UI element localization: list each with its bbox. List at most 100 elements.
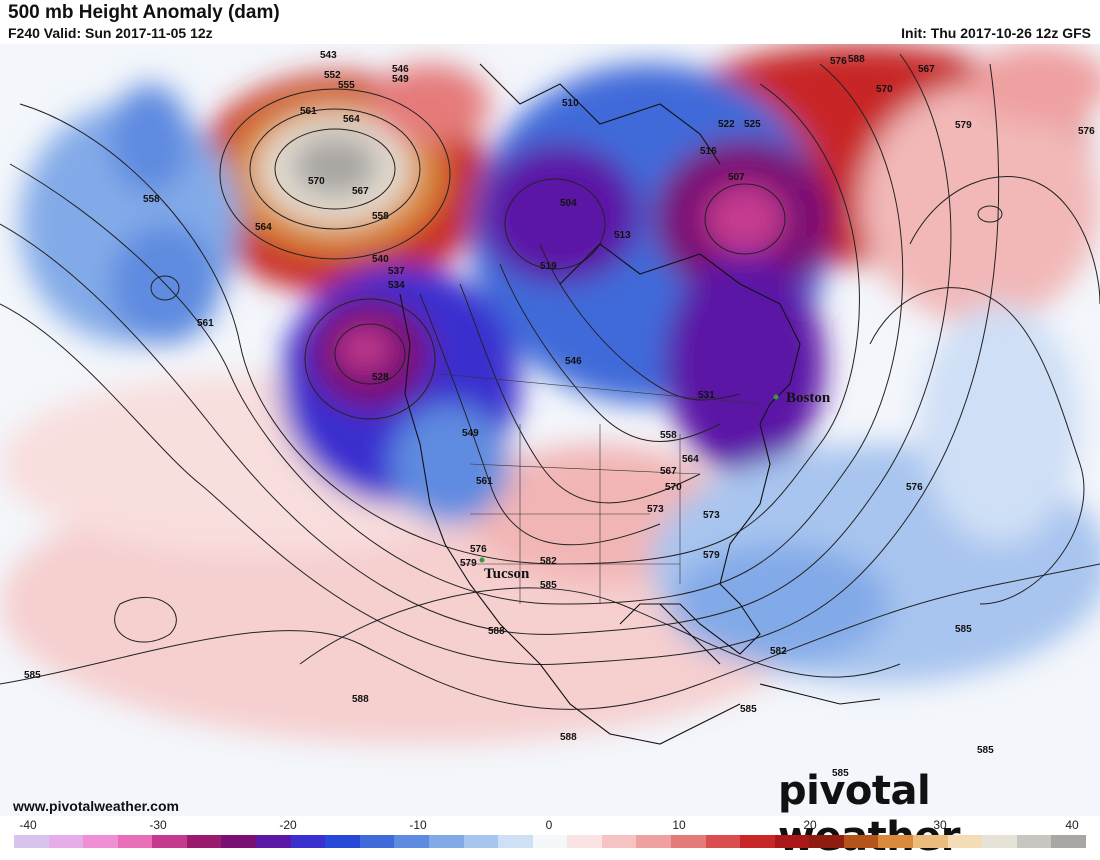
city-markers: Boston Tucson: [479, 390, 831, 582]
colorbar-swatch: [117, 835, 153, 848]
contour-label: 579: [955, 120, 972, 131]
colorbar-swatch: [705, 835, 741, 848]
contour-label: 537: [388, 266, 405, 277]
colorbar-swatch: [947, 835, 983, 848]
colorbar-tick: 10: [672, 818, 686, 832]
website-url: www.pivotalweather.com: [13, 798, 179, 814]
contour-label: 540: [372, 254, 389, 265]
contour-label: 576: [470, 544, 487, 555]
contour-label: 588: [488, 626, 505, 637]
political-borders: [439, 373, 761, 604]
colorbar-swatch: [325, 835, 360, 848]
contour-label: 516: [700, 146, 717, 157]
contour-label: 576: [1078, 126, 1095, 137]
contour-label: 531: [698, 390, 715, 401]
colorbar-swatch: [186, 835, 222, 848]
colorbar-swatch: [774, 835, 810, 848]
init-time: Init: Thu 2017-10-26 12z GFS: [901, 25, 1091, 41]
colorbar-swatch: [982, 835, 1017, 848]
contour-label: 570: [876, 84, 893, 95]
contour-label: 585: [24, 670, 41, 681]
contour-label: 534: [388, 280, 405, 291]
colorbar-swatch: [290, 835, 326, 848]
contour-label: 564: [682, 454, 699, 465]
contour-label: 555: [338, 80, 355, 91]
colorbar-swatch: [878, 835, 914, 848]
colorbar-swatch: [256, 835, 291, 848]
contour-label: 552: [324, 70, 341, 81]
contour-label: 546: [392, 64, 409, 75]
contour-label: 558: [143, 194, 160, 205]
contour-label-group: 543 546 549 552 555 561 564 570 567 558 …: [24, 50, 1095, 779]
contour-label: 567: [352, 186, 369, 197]
contour-label: 564: [343, 114, 360, 125]
colorbar-tick: 0: [545, 818, 553, 832]
colorbar-swatch: [83, 835, 118, 848]
contour-label: 573: [647, 504, 664, 515]
colorbar-swatch: [636, 835, 671, 848]
colorbar-swatch: [428, 835, 464, 848]
contour-label: 564: [255, 222, 272, 233]
contour-label: 585: [540, 580, 557, 591]
colorbar-ticks: -40 -30 -20 -10 0 10 20 30 40: [0, 818, 1100, 834]
contour-label: 588: [352, 694, 369, 705]
contour-label: 558: [372, 211, 389, 222]
colorbar-swatch: [152, 835, 187, 848]
coastlines: [399, 63, 881, 745]
colorbar-tick: 40: [1065, 818, 1079, 832]
colorbar-swatch: [48, 835, 84, 848]
tucson-marker: [479, 557, 485, 563]
colorbar-tick: -30: [149, 818, 167, 832]
contour-label: 582: [540, 556, 557, 567]
contour-label: 588: [848, 54, 865, 65]
colorbar-swatch: [913, 835, 948, 848]
colorbar-swatch: [740, 835, 775, 848]
contour-label: 585: [740, 704, 757, 715]
contour-label: 576: [906, 482, 923, 493]
city-label-boston: Boston: [786, 390, 831, 406]
contour-label: 570: [308, 176, 325, 187]
colorbar-tick: -20: [279, 818, 297, 832]
contour-label: 558: [660, 430, 677, 441]
contour-label: 513: [614, 230, 631, 241]
contour-label: 561: [300, 106, 317, 117]
contour-label: 507: [728, 172, 745, 183]
colorbar-swatch: [532, 835, 568, 848]
colorbar-swatch: [498, 835, 533, 848]
colorbar-swatch: [670, 835, 706, 848]
city-label-tucson: Tucson: [484, 566, 530, 582]
colorbar-tick: 30: [933, 818, 947, 832]
contour-label: 504: [560, 198, 577, 209]
contour-label: 522: [718, 119, 735, 130]
colorbar-swatch: [567, 835, 602, 848]
contour-label: 546: [565, 356, 582, 367]
valid-time: F240 Valid: Sun 2017-11-05 12z: [8, 25, 213, 41]
colorbar-tick: 20: [803, 818, 817, 832]
colorbar-swatch: [394, 835, 429, 848]
colorbar-tick: -40: [19, 818, 37, 832]
contour-label: 585: [977, 745, 994, 756]
contour-label: 561: [476, 476, 493, 487]
contour-label: 561: [197, 318, 214, 329]
colorbar-swatch: [221, 835, 257, 848]
contour-label: 570: [665, 482, 682, 493]
colorbar-swatch: [843, 835, 879, 848]
contour-label: 585: [832, 768, 849, 779]
colorbar-swatch: [601, 835, 637, 848]
contour-label: 549: [392, 74, 409, 85]
colorbar-tick: -10: [409, 818, 427, 832]
colorbar-swatch: [1051, 835, 1086, 848]
contour-label: 567: [660, 466, 677, 477]
anomaly-shading: [0, 44, 1100, 744]
colorbar-swatch: [1016, 835, 1052, 848]
contour-label: 579: [460, 558, 477, 569]
contour-label: 567: [918, 64, 935, 75]
contour-label: 549: [462, 428, 479, 439]
colorbar-swatch: [463, 835, 499, 848]
colorbar-swatch: [809, 835, 844, 848]
contour-label: 579: [703, 550, 720, 561]
contour-label: 582: [770, 646, 787, 657]
contour-label: 573: [703, 510, 720, 521]
boston-marker: [773, 394, 779, 400]
contour-label: 588: [560, 732, 577, 743]
